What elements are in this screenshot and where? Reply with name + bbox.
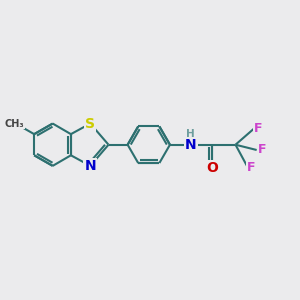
Text: F: F [254,122,262,135]
Text: H: H [186,128,195,139]
Text: F: F [258,143,266,157]
Text: F: F [247,161,255,174]
Text: CH₃: CH₃ [4,118,24,128]
Text: O: O [206,161,218,175]
Text: N: N [85,159,96,173]
Text: S: S [85,116,95,130]
Text: N: N [185,138,196,152]
